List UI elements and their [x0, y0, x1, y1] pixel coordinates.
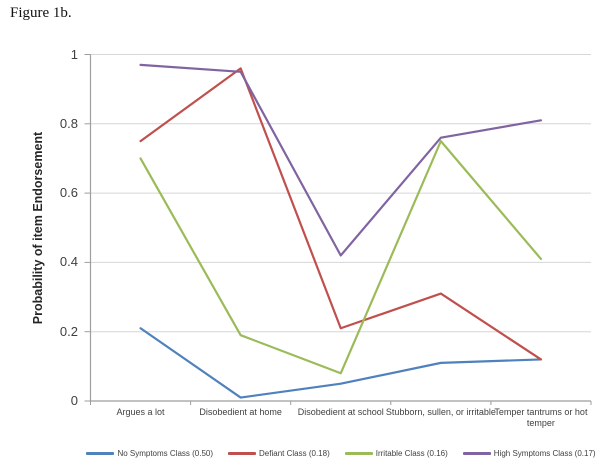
y-tick-label: 0.2: [59, 323, 78, 339]
series-line-high-symptoms-class: [139, 63, 543, 257]
series-line-irritable-class: [139, 140, 543, 375]
legend-label: Irritable Class (0.16): [375, 449, 448, 458]
x-category-label: Disobedient at home: [199, 407, 282, 417]
legend-label: No Symptoms Class (0.50): [117, 449, 214, 458]
y-tick-label: 0.4: [59, 254, 78, 270]
legend-label: Defiant Class (0.18): [259, 449, 330, 458]
legend-item: Irritable Class (0.16): [344, 449, 448, 458]
legend-line-swatch: [228, 452, 257, 455]
x-category-label: Temper tantrums or hot temper: [494, 407, 588, 428]
legend-line-swatch: [462, 452, 491, 455]
x-category-label: Stubborn, sullen, or irritable: [385, 407, 496, 417]
legend-item: High Symptoms Class (0.17): [462, 449, 596, 458]
legend-item: No Symptoms Class (0.50): [86, 449, 213, 458]
series-line-defiant-class: [139, 67, 543, 361]
legend: No Symptoms Class (0.50) Defiant Class (…: [86, 449, 596, 458]
legend-item: Defiant Class (0.18): [228, 449, 330, 458]
y-tick-label: 1: [70, 46, 78, 62]
x-category-label: Disobedient at school: [297, 407, 384, 417]
legend-line-swatch: [86, 452, 115, 455]
figure-title: Figure 1b.: [10, 5, 72, 21]
y-axis-title: Probability of item Endorsement: [31, 131, 45, 325]
legend-label: High Symptoms Class (0.17): [493, 449, 596, 458]
y-tick-label: 0.8: [59, 115, 78, 131]
legend-line-swatch: [344, 452, 373, 455]
y-tick-label: 0: [70, 393, 78, 408]
series-line-no-symptoms-class: [139, 327, 543, 399]
x-category-label: Argues a lot: [116, 407, 165, 417]
y-tick-label: 0.6: [59, 185, 78, 201]
